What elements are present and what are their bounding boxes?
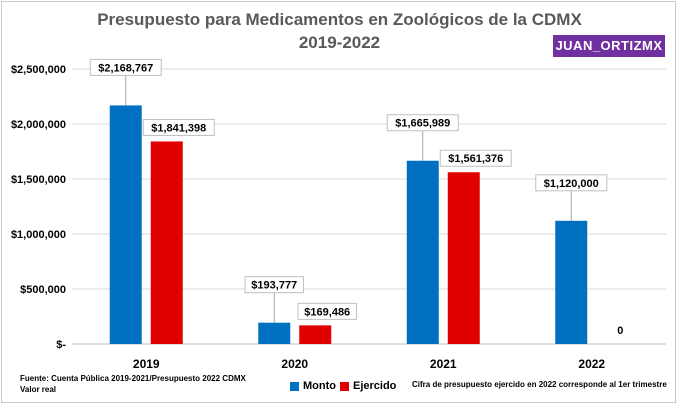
y-tick-label: $1,000,000: [11, 229, 66, 241]
y-tick-label: $2,000,000: [11, 119, 66, 131]
chart-subtitle-years: 2019-2022: [298, 33, 381, 52]
x-tick-label: 2020: [281, 357, 308, 371]
author-badge: JUAN_ORTIZMX: [553, 35, 665, 57]
legend-monto-swatch: [290, 381, 299, 391]
chart-title: Presupuesto para Medicamentos en Zoológi…: [97, 10, 582, 29]
bar-ejercido: [447, 172, 480, 344]
trimester-remark: Cifra de presupuesto ejercido en 2022 co…: [412, 380, 667, 389]
legend-monto-label: Monto: [303, 380, 336, 392]
y-tick-label: $500,000: [20, 284, 66, 296]
x-tick-label: 2022: [578, 357, 605, 371]
bar-ejercido: [150, 141, 183, 344]
data-label-box: [89, 58, 162, 76]
bar-monto: [406, 160, 439, 344]
legend-monto: Monto: [290, 380, 336, 392]
data-label-box: [142, 118, 215, 136]
y-tick-label: $1,500,000: [11, 174, 66, 186]
data-label: $169,486: [304, 306, 350, 318]
bar-monto: [555, 220, 588, 344]
data-label-box: [535, 174, 608, 192]
data-label: $1,561,376: [448, 153, 503, 165]
data-label: $1,120,000: [544, 178, 599, 190]
x-tick-label: 2019: [133, 357, 160, 371]
value-note: Valor real: [20, 385, 57, 394]
x-tick-label: 2021: [430, 357, 457, 371]
data-label-box: [297, 302, 357, 320]
data-label-box: [439, 149, 512, 167]
legend-ejercido: Ejercido: [340, 380, 396, 392]
data-label-box: [244, 276, 304, 294]
legend-ejercido-swatch: [340, 381, 349, 391]
data-label: $2,168,767: [98, 62, 153, 74]
data-label-box: [386, 114, 459, 132]
source-note: Fuente: Cuenta Pública 2019-2021/Presupu…: [20, 374, 246, 383]
bar-monto: [109, 105, 142, 344]
data-label: $1,841,398: [151, 122, 206, 134]
y-tick-label: $2,500,000: [11, 64, 66, 76]
data-label: $1,665,989: [395, 118, 450, 130]
data-label: 0: [617, 325, 623, 337]
legend-ejercido-label: Ejercido: [353, 380, 397, 392]
y-tick-label: $-: [56, 339, 66, 351]
data-label: $193,777: [251, 280, 297, 292]
bar-ejercido: [299, 325, 332, 344]
bar-monto: [258, 322, 291, 344]
